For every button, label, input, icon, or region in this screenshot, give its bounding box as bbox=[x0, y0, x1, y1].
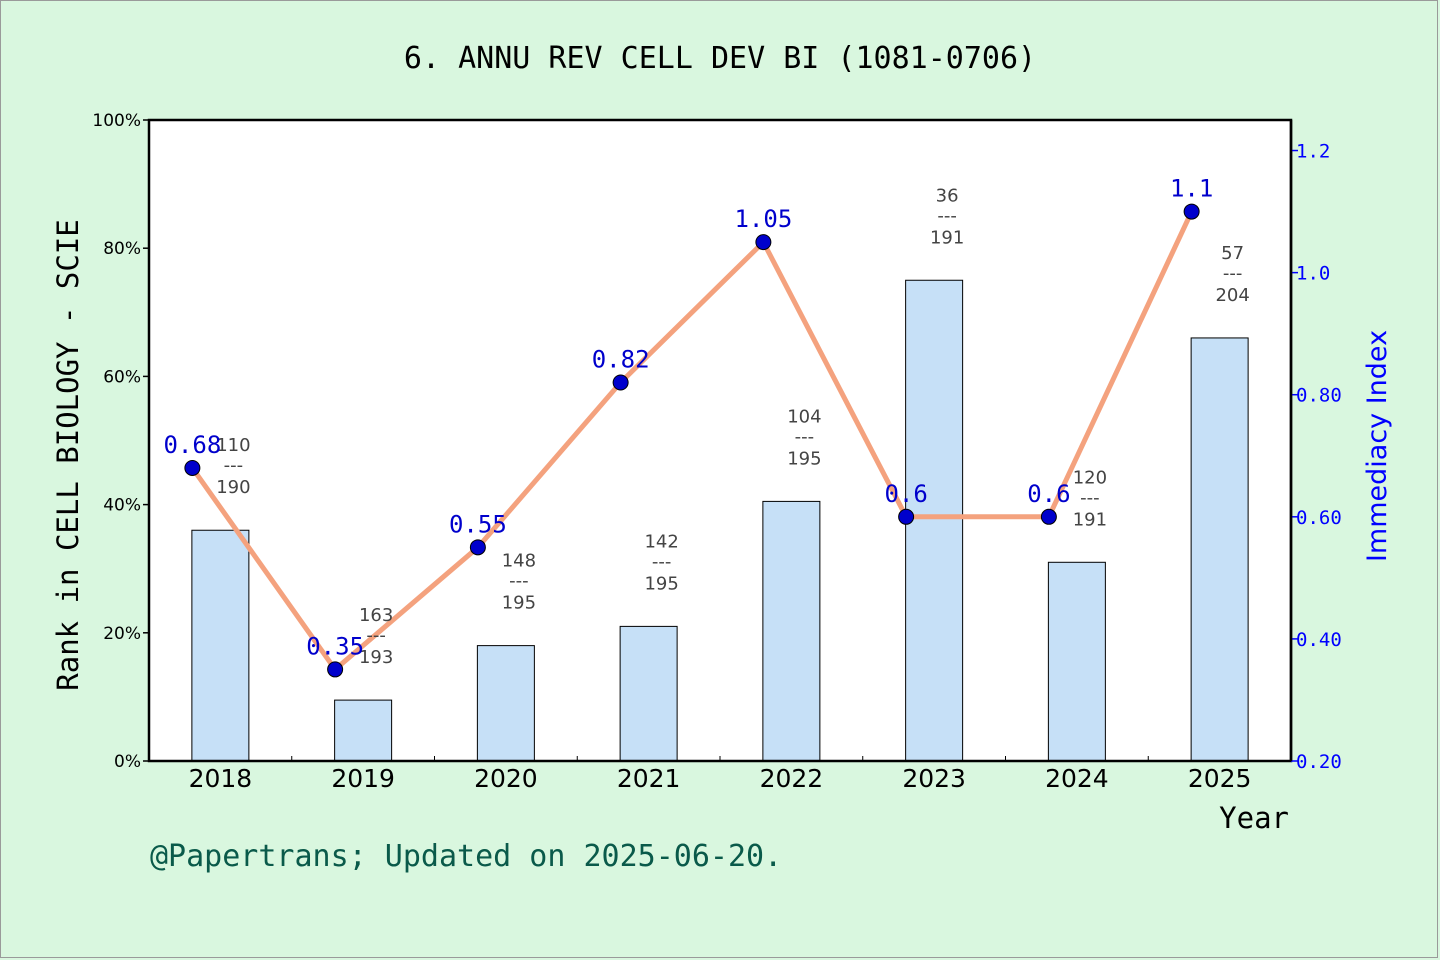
rank-total-2024: 191 bbox=[1073, 509, 1107, 530]
point-2025 bbox=[1183, 203, 1200, 220]
rank-label-2020: 148 bbox=[502, 551, 536, 572]
left-tick-label: 60% bbox=[103, 367, 141, 387]
bar-2018 bbox=[191, 529, 250, 762]
bar-2020 bbox=[476, 645, 535, 762]
left-tick-label: 20% bbox=[103, 624, 141, 644]
x-axis-label: Year bbox=[1219, 801, 1289, 835]
rank-separator-2018: --- bbox=[224, 455, 244, 476]
rank-label-2021: 142 bbox=[644, 531, 678, 552]
right-tick-label: 0.40 bbox=[1296, 629, 1342, 651]
rank-separator-2021: --- bbox=[652, 551, 672, 572]
point-2022 bbox=[755, 234, 772, 251]
rank-total-2021: 195 bbox=[644, 573, 678, 594]
left-tick-label: 100% bbox=[92, 111, 141, 131]
rank-total-2020: 195 bbox=[502, 593, 536, 614]
right-axis: 0.20 0.40 0.60 0.80 1.0 1.2 bbox=[1289, 120, 1342, 773]
x-tick-label-2019: 2019 bbox=[331, 764, 395, 793]
rank-label-2023: 36 bbox=[936, 185, 959, 206]
value-label-2023: 0.6 bbox=[884, 480, 927, 508]
x-tick-label-2020: 2020 bbox=[474, 764, 538, 793]
rank-total-2018: 190 bbox=[216, 477, 250, 498]
value-label-2024: 0.6 bbox=[1027, 480, 1070, 508]
y-axis-left-label: Rank in CELL BIOLOGY - SCIE bbox=[51, 219, 85, 690]
x-tick-label-2025: 2025 bbox=[1188, 764, 1252, 793]
rank-separator-2024: --- bbox=[1080, 487, 1100, 508]
bar-2021 bbox=[619, 625, 678, 762]
point-2018 bbox=[184, 459, 201, 476]
point-2019 bbox=[327, 661, 344, 678]
right-tick-label: 0.80 bbox=[1296, 385, 1342, 407]
rank-label-2025: 57 bbox=[1221, 243, 1244, 264]
point-2023 bbox=[898, 508, 915, 525]
point-2020 bbox=[469, 539, 486, 556]
right-tick-label: 0.20 bbox=[1296, 751, 1342, 773]
y-axis-right-label: Immediacy Index bbox=[1362, 330, 1393, 562]
point-2021 bbox=[612, 374, 629, 391]
rank-separator-2020: --- bbox=[509, 571, 529, 592]
rank-label-2018: 110 bbox=[216, 435, 250, 456]
value-label-2022: 1.05 bbox=[734, 205, 792, 233]
right-tick-label: 1.0 bbox=[1296, 263, 1330, 285]
rank-total-2025: 204 bbox=[1215, 285, 1249, 306]
chart-title: 6. ANNU REV CELL DEV BI (1081-0706) bbox=[404, 41, 1036, 76]
value-label-2020: 0.55 bbox=[449, 510, 507, 538]
rank-label-2022: 104 bbox=[787, 406, 821, 427]
line-layer bbox=[184, 203, 1200, 678]
rank-total-2022: 195 bbox=[787, 448, 821, 469]
rank-separator-2025: --- bbox=[1223, 263, 1243, 284]
point-2024 bbox=[1040, 508, 1057, 525]
x-tick-label-2022: 2022 bbox=[760, 764, 824, 793]
right-tick-label: 0.60 bbox=[1296, 507, 1342, 529]
rank-separator-2023: --- bbox=[937, 205, 957, 226]
x-tick-label-2021: 2021 bbox=[617, 764, 681, 793]
value-label-2021: 0.82 bbox=[592, 346, 650, 374]
x-tick-label-2023: 2023 bbox=[902, 764, 966, 793]
bar-2023 bbox=[905, 279, 964, 762]
left-axis: 0% 20% 40% 60% 80% 100% bbox=[92, 111, 149, 772]
footer-note: @Papertrans; Updated on 2025-06-20. bbox=[150, 839, 782, 874]
rank-separator-2019: --- bbox=[366, 625, 386, 646]
x-axis: 2018 2019 2020 2021 2022 2023 2024 2025 bbox=[148, 756, 1292, 793]
value-label-2018: 0.68 bbox=[163, 431, 221, 459]
rank-label-2024: 120 bbox=[1073, 467, 1107, 488]
value-label-2019: 0.35 bbox=[306, 632, 364, 660]
rank-separator-2022: --- bbox=[795, 426, 815, 447]
immediacy-line bbox=[190, 210, 1194, 672]
rank-total-2023: 191 bbox=[930, 227, 964, 248]
left-tick-label: 80% bbox=[103, 239, 141, 259]
x-tick-label-2024: 2024 bbox=[1045, 764, 1109, 793]
bar-2019 bbox=[334, 699, 393, 762]
left-tick-label: 0% bbox=[114, 752, 141, 772]
left-tick-label: 40% bbox=[103, 496, 141, 516]
right-tick-label: 1.2 bbox=[1296, 141, 1330, 163]
value-label-2025: 1.1 bbox=[1170, 175, 1213, 203]
bar-2025 bbox=[1190, 337, 1249, 762]
plot-area bbox=[149, 120, 1291, 761]
rank-label-2019: 163 bbox=[359, 605, 393, 626]
rank-total-2019: 193 bbox=[359, 647, 393, 668]
x-tick-label-2018: 2018 bbox=[189, 764, 253, 793]
bar-2024 bbox=[1047, 561, 1106, 762]
bar-2022 bbox=[762, 500, 821, 762]
labels-layer: 110---190163---193148---195142---195104-… bbox=[163, 175, 1249, 669]
